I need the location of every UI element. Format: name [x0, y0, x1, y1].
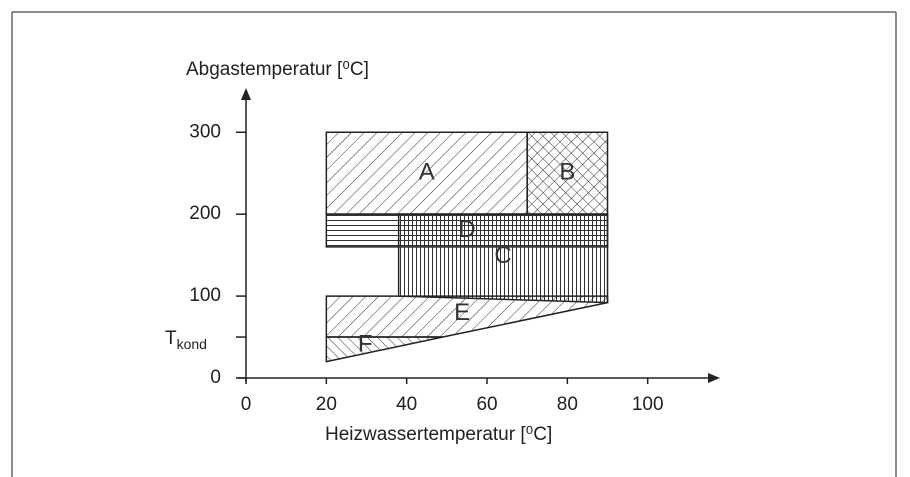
frame: [11, 11, 897, 477]
x-axis-title: Heizwassertemperatur [⁰C]: [325, 424, 552, 445]
x-tick-label: 60: [476, 394, 497, 415]
y-tick-label: Tkond: [165, 328, 207, 352]
region-label: B: [559, 159, 575, 186]
x-tick-label: 20: [316, 394, 337, 415]
x-tick-label: 80: [557, 394, 578, 415]
x-axis-arrow: [708, 373, 720, 383]
y-axis-arrow: [241, 88, 251, 100]
x-tick-label: 40: [396, 394, 417, 415]
region-label: F: [358, 331, 373, 358]
region-label: E: [454, 299, 470, 326]
region-label: C: [494, 242, 511, 269]
y-tick-label: 300: [189, 121, 221, 142]
y-tick-label: 0: [210, 367, 221, 388]
y-tick-label-sub: kond: [177, 336, 207, 352]
region-back: [325, 336, 443, 363]
region-label: D: [458, 216, 475, 243]
region-label: A: [419, 159, 435, 186]
y-tick-label: 200: [189, 203, 221, 224]
x-tick-label: 0: [241, 394, 252, 415]
y-tick-label-main: T: [165, 328, 177, 349]
x-tick-label: 100: [632, 394, 664, 415]
y-tick-label: 100: [189, 285, 221, 306]
y-axis-title: Abgastemperatur [⁰C]: [186, 59, 369, 80]
